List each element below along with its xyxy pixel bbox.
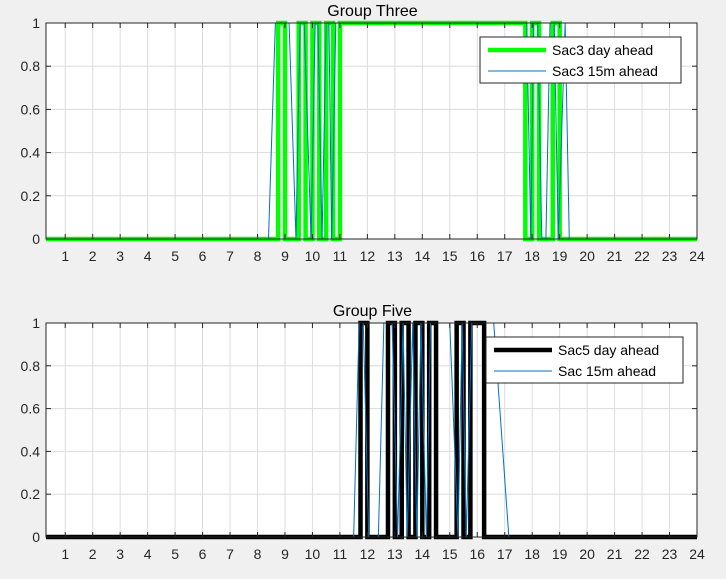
y-tick-label: 0	[32, 529, 40, 545]
y-tick-label: 0.4	[21, 443, 41, 459]
subplot-1: 1 2 3 4 5 6 7 8 9 10 11 12 13 14 15 16 17 18 19 20 21 22 23 240…	[21, 3, 705, 264]
legend-label: Sac3 15m ahead	[552, 63, 658, 79]
x-tick-label: 3	[116, 248, 124, 264]
x-tick-label: 8	[254, 546, 262, 562]
x-tick-label: 23	[662, 546, 678, 562]
x-tick-label: 23	[662, 248, 678, 264]
x-tick-label: 10	[305, 546, 321, 562]
x-tick-label: 21	[607, 546, 623, 562]
chart-title: Group Five	[333, 303, 412, 320]
legend-box	[479, 36, 682, 84]
y-tick-label: 1	[32, 315, 40, 331]
x-tick-label: 9	[281, 248, 289, 264]
x-tick-label: 13	[387, 248, 403, 264]
legend-label: Sac5 day ahead	[558, 342, 659, 358]
y-tick-label: 0.6	[21, 101, 41, 117]
x-tick-label: 22	[634, 546, 650, 562]
x-tick-label: 4	[144, 248, 152, 264]
y-tick-label: 1	[32, 15, 40, 31]
x-tick-label: 2	[89, 546, 97, 562]
legend: Sac5 day ahead Sac 15m ahead	[485, 336, 684, 384]
x-tick-label: 17	[497, 546, 513, 562]
x-tick-label: 6	[199, 546, 207, 562]
x-tick-label: 4	[144, 546, 152, 562]
x-tick-label: 16	[469, 546, 485, 562]
x-tick-label: 11	[333, 248, 348, 264]
x-tick-label: 20	[579, 248, 595, 264]
x-tick-label: 9	[281, 546, 289, 562]
x-tick-label: 11	[333, 546, 348, 562]
x-tick-label: 6	[199, 248, 207, 264]
x-tick-label: 21	[607, 248, 623, 264]
x-tick-label: 22	[634, 248, 650, 264]
x-tick-label: 12	[360, 248, 376, 264]
x-tick-label: 14	[415, 248, 431, 264]
x-tick-label: 5	[171, 546, 179, 562]
y-tick-label: 0	[32, 231, 40, 247]
x-tick-label: 18	[524, 248, 540, 264]
x-tick-label: 24	[689, 248, 705, 264]
chart-title: Group Three	[327, 3, 418, 20]
y-tick-label: 0.2	[21, 486, 41, 502]
x-tick-label: 20	[579, 546, 595, 562]
x-tick-label: 1	[61, 546, 69, 562]
axes-box	[45, 322, 698, 538]
x-tick-label: 14	[415, 546, 431, 562]
x-tick-label: 13	[387, 546, 403, 562]
legend-label: Sac3 day ahead	[552, 42, 653, 58]
x-tick-label: 15	[442, 248, 458, 264]
x-tick-label: 8	[254, 248, 262, 264]
x-tick-label: 1	[61, 248, 69, 264]
x-tick-label: 3	[116, 546, 124, 562]
x-tick-label: 17	[497, 248, 513, 264]
x-tick-label: 7	[226, 248, 234, 264]
y-tick-label: 0.4	[21, 145, 41, 161]
x-tick-label: 16	[469, 248, 485, 264]
legend-box	[485, 336, 684, 384]
y-tick-label: 0.2	[21, 188, 41, 204]
x-tick-label: 2	[89, 248, 97, 264]
x-tick-label: 18	[524, 546, 540, 562]
legend-label: Sac 15m ahead	[558, 363, 656, 379]
x-tick-label: 7	[226, 546, 234, 562]
subplot-2: 1 2 3 4 5 6 7 8 9 10 11 12 13 14 15 16 17 18 19 20 21 22 23 240…	[21, 303, 705, 562]
x-tick-label: 10	[305, 248, 321, 264]
x-tick-label: 15	[442, 546, 458, 562]
y-tick-label: 0.6	[21, 401, 41, 417]
y-tick-label: 0.8	[21, 358, 41, 374]
x-tick-label: 19	[552, 248, 568, 264]
y-tick-label: 0.8	[21, 58, 41, 74]
x-tick-label: 24	[689, 546, 705, 562]
axes-box	[45, 22, 698, 240]
x-tick-label: 19	[552, 546, 568, 562]
legend: Sac3 day ahead Sac3 15m ahead	[479, 36, 682, 84]
x-tick-label: 12	[360, 546, 376, 562]
x-tick-label: 5	[171, 248, 179, 264]
